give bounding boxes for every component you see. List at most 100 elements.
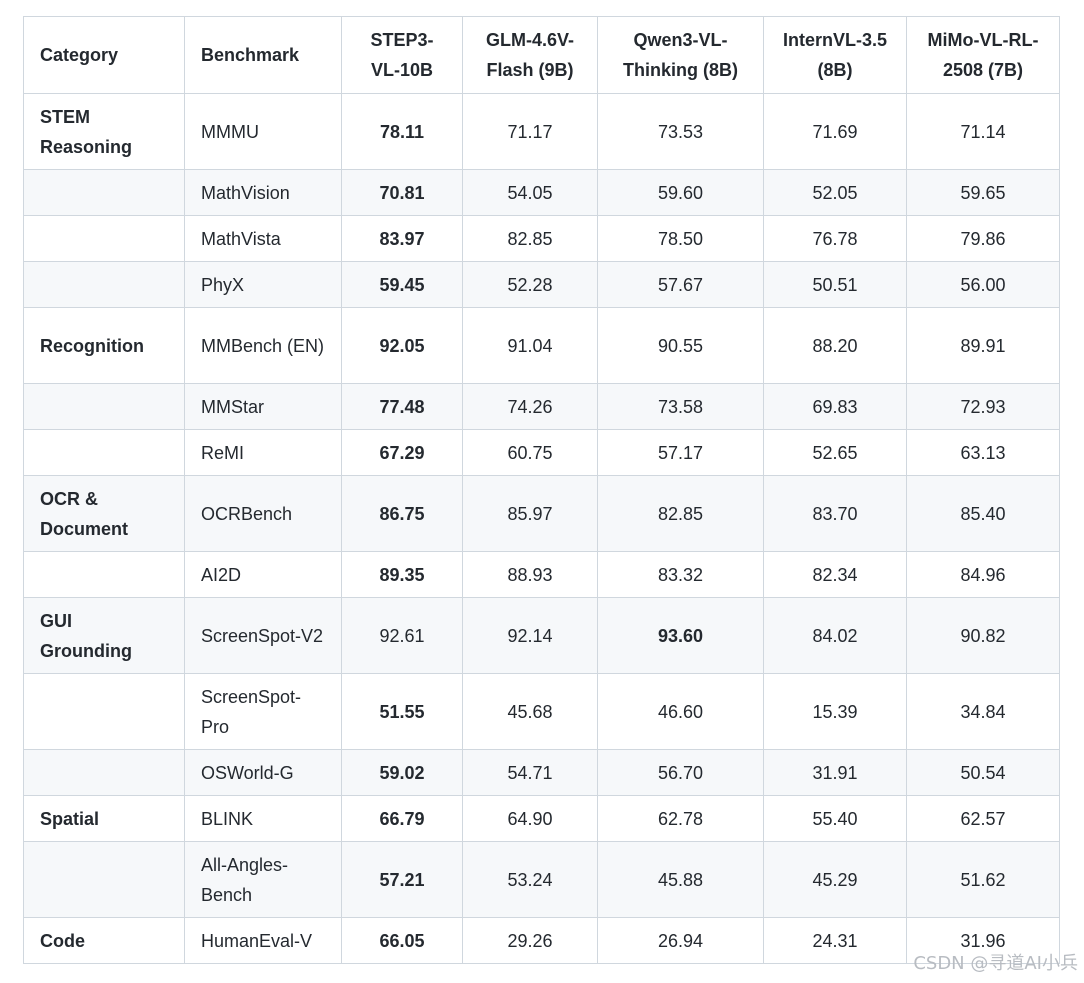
table-row: MMStar 77.48 74.26 73.58 69.83 72.93 [23,383,1060,430]
score-cell: 70.81 [341,169,463,216]
table-header: Category Benchmark STEP3-VL-10B GLM-4.6V… [23,16,1060,94]
table-row: MathVista 83.97 82.85 78.50 76.78 79.86 [23,215,1060,262]
benchmark-cell: MathVista [184,215,342,262]
score-cell: 55.40 [763,795,907,842]
category-cell [23,429,185,476]
benchmark-cell: AI2D [184,551,342,598]
score-cell: 31.91 [763,749,907,796]
category-cell: OCR & Document [23,475,185,552]
score-cell: 88.93 [462,551,598,598]
benchmark-cell: MMStar [184,383,342,430]
table-row: Recognition MMBench (EN) 92.05 91.04 90.55 88… [23,307,1060,384]
score-cell: 88.20 [763,307,907,384]
benchmark-cell: PhyX [184,261,342,308]
score-cell: 57.67 [597,261,764,308]
score-cell: 15.39 [763,673,907,750]
benchmark-cell: ScreenSpot-V2 [184,597,342,674]
score-cell: 50.54 [906,749,1060,796]
score-cell: 84.96 [906,551,1060,598]
score-cell: 34.84 [906,673,1060,750]
table-row: OCR & Document OCRBench 86.75 85.97 82.85 83.… [23,475,1060,552]
score-cell: 71.69 [763,93,907,170]
table-row: All-Angles-Bench 57.21 53.24 45.88 45.29 51.6… [23,841,1060,918]
score-cell: 57.17 [597,429,764,476]
category-cell [23,383,185,430]
score-cell: 85.40 [906,475,1060,552]
score-cell: 89.35 [341,551,463,598]
score-cell: 72.93 [906,383,1060,430]
score-cell: 67.29 [341,429,463,476]
score-cell: 51.55 [341,673,463,750]
score-cell: 83.97 [341,215,463,262]
header-category: Category [23,16,185,94]
score-cell: 69.83 [763,383,907,430]
score-cell: 92.61 [341,597,463,674]
header-model: Qwen3-VL-Thinking (8B) [597,16,764,94]
table-body: STEM Reasoning MMMU 78.11 71.17 73.53 71.69 71… [23,93,1060,964]
score-cell: 24.31 [763,917,907,964]
table-row: ReMI 67.29 60.75 57.17 52.65 63.13 [23,429,1060,476]
score-cell: 71.14 [906,93,1060,170]
score-cell: 64.90 [462,795,598,842]
category-cell [23,215,185,262]
score-cell: 93.60 [597,597,764,674]
category-cell [23,169,185,216]
score-cell: 66.05 [341,917,463,964]
score-cell: 84.02 [763,597,907,674]
category-cell [23,841,185,918]
score-cell: 50.51 [763,261,907,308]
score-cell: 77.48 [341,383,463,430]
benchmark-cell: All-Angles-Bench [184,841,342,918]
category-cell: GUI Grounding [23,597,185,674]
score-cell: 90.82 [906,597,1060,674]
header-row: Category Benchmark STEP3-VL-10B GLM-4.6V… [23,16,1060,94]
table-row: Spatial BLINK 66.79 64.90 62.78 55.40 62.57 [23,795,1060,842]
category-cell: Code [23,917,185,964]
score-cell: 74.26 [462,383,598,430]
score-cell: 57.21 [341,841,463,918]
score-cell: 89.91 [906,307,1060,384]
score-cell: 83.32 [597,551,764,598]
score-cell: 26.94 [597,917,764,964]
score-cell: 45.29 [763,841,907,918]
score-cell: 59.02 [341,749,463,796]
category-cell [23,261,185,308]
score-cell: 92.14 [462,597,598,674]
table-row: OSWorld-G 59.02 54.71 56.70 31.91 50.54 [23,749,1060,796]
benchmark-cell: OSWorld-G [184,749,342,796]
table-row: GUI Grounding ScreenSpot-V2 92.61 92.14 93.6… [23,597,1060,674]
score-cell: 76.78 [763,215,907,262]
score-cell: 82.85 [597,475,764,552]
score-cell: 85.97 [462,475,598,552]
header-model: STEP3-VL-10B [341,16,463,94]
category-cell: STEM Reasoning [23,93,185,170]
score-cell: 78.11 [341,93,463,170]
benchmark-cell: MMMU [184,93,342,170]
header-model: GLM-4.6V-Flash (9B) [462,16,598,94]
benchmark-cell: BLINK [184,795,342,842]
score-cell: 71.17 [462,93,598,170]
score-cell: 63.13 [906,429,1060,476]
benchmark-cell: ScreenSpot-Pro [184,673,342,750]
score-cell: 90.55 [597,307,764,384]
benchmark-cell: HumanEval-V [184,917,342,964]
score-cell: 45.68 [462,673,598,750]
score-cell: 66.79 [341,795,463,842]
benchmark-cell: OCRBench [184,475,342,552]
category-cell: Spatial [23,795,185,842]
score-cell: 54.71 [462,749,598,796]
score-cell: 73.53 [597,93,764,170]
benchmark-table: Category Benchmark STEP3-VL-10B GLM-4.6V… [23,16,1060,964]
table-row: PhyX 59.45 52.28 57.67 50.51 56.00 [23,261,1060,308]
score-cell: 56.00 [906,261,1060,308]
score-cell: 59.60 [597,169,764,216]
watermark: CSDN @寻道AI小兵 [913,953,1078,974]
header-model: MiMo-VL-RL-2508 (7B) [906,16,1060,94]
benchmark-cell: ReMI [184,429,342,476]
header-benchmark: Benchmark [184,16,342,94]
score-cell: 31.96 [906,917,1060,964]
benchmark-cell: MMBench (EN) [184,307,342,384]
score-cell: 86.75 [341,475,463,552]
score-cell: 52.05 [763,169,907,216]
score-cell: 29.26 [462,917,598,964]
